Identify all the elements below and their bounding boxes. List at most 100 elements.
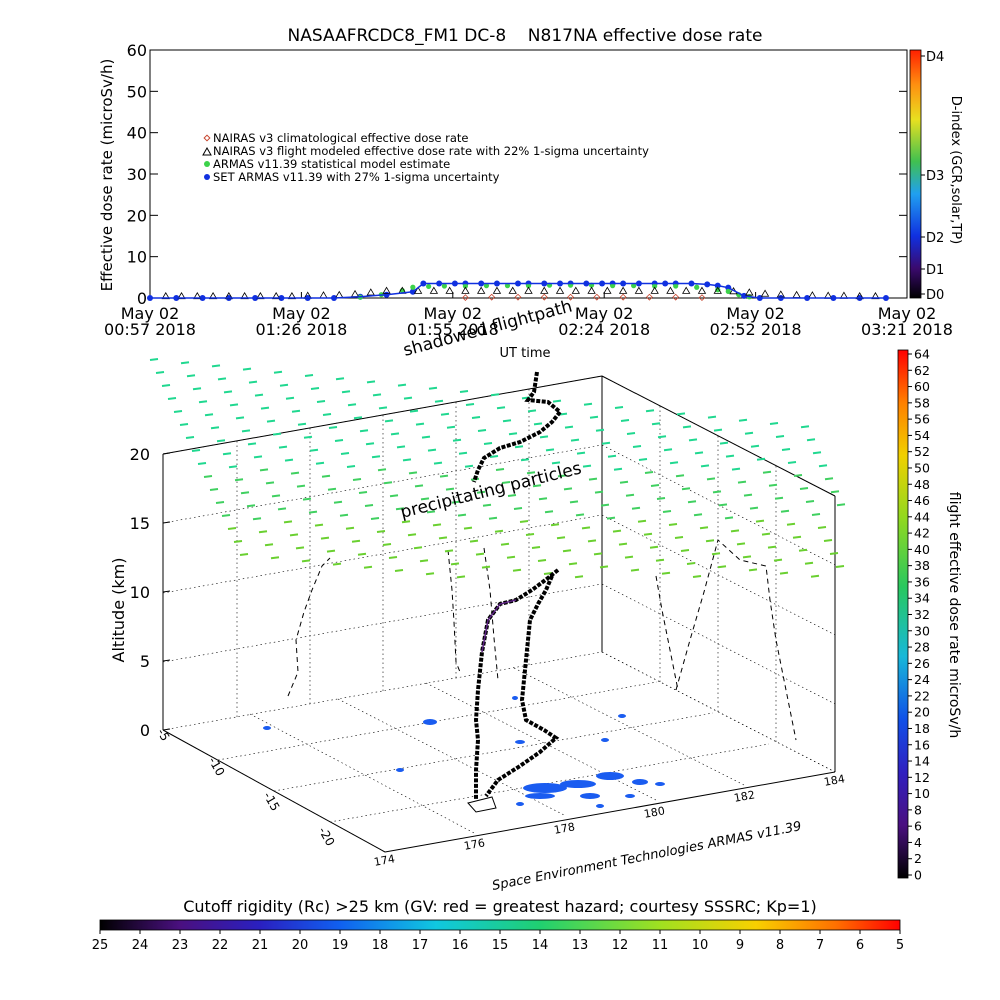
colorbar-tick-label: 58: [914, 395, 930, 410]
x-tick-label: May 02: [726, 304, 785, 323]
legend: NAIRAS v3 climatological effective dose …: [202, 131, 649, 184]
colorbar-tick-label: 40: [914, 542, 930, 557]
particle-mark: [395, 507, 405, 511]
nairas-clim-point: [619, 293, 627, 301]
particle-mark: [302, 497, 312, 501]
particle-mark: [258, 530, 268, 534]
particle-mark: [649, 545, 659, 549]
armas-model-point: [694, 284, 700, 290]
particle-mark: [310, 387, 320, 390]
particle-mark: [204, 413, 214, 417]
particle-mark: [320, 536, 330, 540]
particle-mark: [426, 510, 436, 514]
particle-mark: [445, 487, 455, 491]
altitude-tick-mark: [162, 728, 171, 731]
particle-mark: [340, 452, 350, 455]
particle-mark: [744, 431, 754, 435]
particle-mark: [502, 419, 512, 423]
colorbar-tick-label: 38: [914, 558, 930, 573]
particle-mark: [365, 442, 375, 446]
rc-tick-label: 17: [412, 938, 429, 953]
particle-mark: [490, 393, 500, 397]
nairas-clim-point: [540, 293, 548, 301]
nairas-flight-point: [476, 286, 486, 294]
y-tick-label: 20: [127, 206, 147, 225]
particle-mark: [272, 432, 282, 436]
particle-mark: [471, 416, 481, 419]
rc-tick-label: 24: [132, 938, 149, 953]
d-index-label: D-index (GCR,solar,TP): [948, 96, 963, 244]
particle-mark: [705, 539, 715, 543]
armas-model-point: [725, 288, 731, 294]
particle-mark: [304, 374, 314, 377]
particle-mark: [717, 565, 727, 569]
particle-mark: [775, 435, 785, 438]
particle-mark: [444, 549, 454, 553]
legend-marker: [203, 134, 211, 142]
particle-mark: [680, 549, 690, 552]
particle-mark: [221, 514, 231, 517]
altitude-tick-label: 15: [130, 514, 150, 533]
set-armas-line: [150, 282, 886, 299]
d-index-tick-label: D4: [926, 50, 944, 65]
particle-mark: [233, 540, 243, 543]
particle-mark: [390, 432, 400, 436]
nairas-flight-point: [871, 291, 880, 300]
particle-mark: [661, 571, 671, 575]
credit-text: Space Environment Technologies ARMAS v11…: [491, 819, 803, 894]
particle-mark: [285, 396, 295, 400]
particle-mark: [438, 536, 448, 540]
particle-mark: [161, 384, 171, 387]
particle-mark: [624, 555, 634, 559]
colorbar-tick-label: 0: [914, 868, 922, 883]
colorbar-tick-label: 32: [914, 607, 930, 622]
latitude-tick-label: -10: [206, 755, 228, 779]
flight-path-segment: [484, 575, 560, 798]
particle-mark: [829, 552, 839, 555]
particle-mark: [749, 506, 759, 510]
particle-mark: [284, 458, 294, 462]
particle-mark: [712, 490, 722, 494]
particle-mark: [186, 374, 196, 378]
d-index-tick-label: D3: [926, 169, 944, 184]
particle-mark: [525, 533, 535, 536]
particle-mark: [656, 497, 666, 500]
particle-mark: [290, 471, 300, 475]
particle-mark: [397, 383, 407, 387]
colorbar-tick-label: 26: [914, 656, 930, 671]
flight-path: [472, 371, 563, 800]
particle-mark: [694, 451, 704, 455]
ut-time-label: UT time: [500, 346, 551, 361]
particle-mark: [358, 491, 368, 494]
longitude-tick-label: 178: [553, 820, 576, 836]
particle-mark: [394, 569, 404, 572]
particle-mark: [464, 464, 474, 468]
nairas-flight-point: [524, 286, 533, 294]
nairas-flight-point: [382, 286, 391, 294]
particle-mark: [662, 510, 672, 513]
particle-mark: [527, 409, 537, 413]
particle-mark: [421, 435, 431, 439]
d-index-ticks: D0 D1 D2 D3 D4: [921, 50, 944, 303]
rc-tick-label: 9: [736, 938, 744, 953]
particle-mark: [209, 488, 219, 491]
particle-mark: [335, 377, 345, 381]
legend-label: NAIRAS v3 climatological effective dose …: [213, 131, 469, 145]
particle-mark: [434, 399, 444, 403]
particle-mark: [308, 510, 318, 514]
colorbar-tick-label: 48: [914, 477, 930, 492]
rc-tick-label: 21: [252, 938, 269, 953]
particle-mark: [494, 529, 504, 533]
nairas-flight-point: [855, 291, 864, 300]
particle-mark: [401, 520, 411, 524]
particle-mark: [415, 422, 425, 426]
particle-mark: [270, 556, 280, 560]
rc-tick-label: 12: [612, 938, 629, 953]
particle-mark: [428, 386, 438, 390]
particle-mark: [556, 536, 566, 540]
particle-mark: [384, 419, 394, 423]
particle-mark: [229, 403, 239, 407]
particle-mark: [692, 575, 702, 578]
flight-path-segment: [473, 568, 560, 800]
particle-mark: [403, 396, 413, 400]
